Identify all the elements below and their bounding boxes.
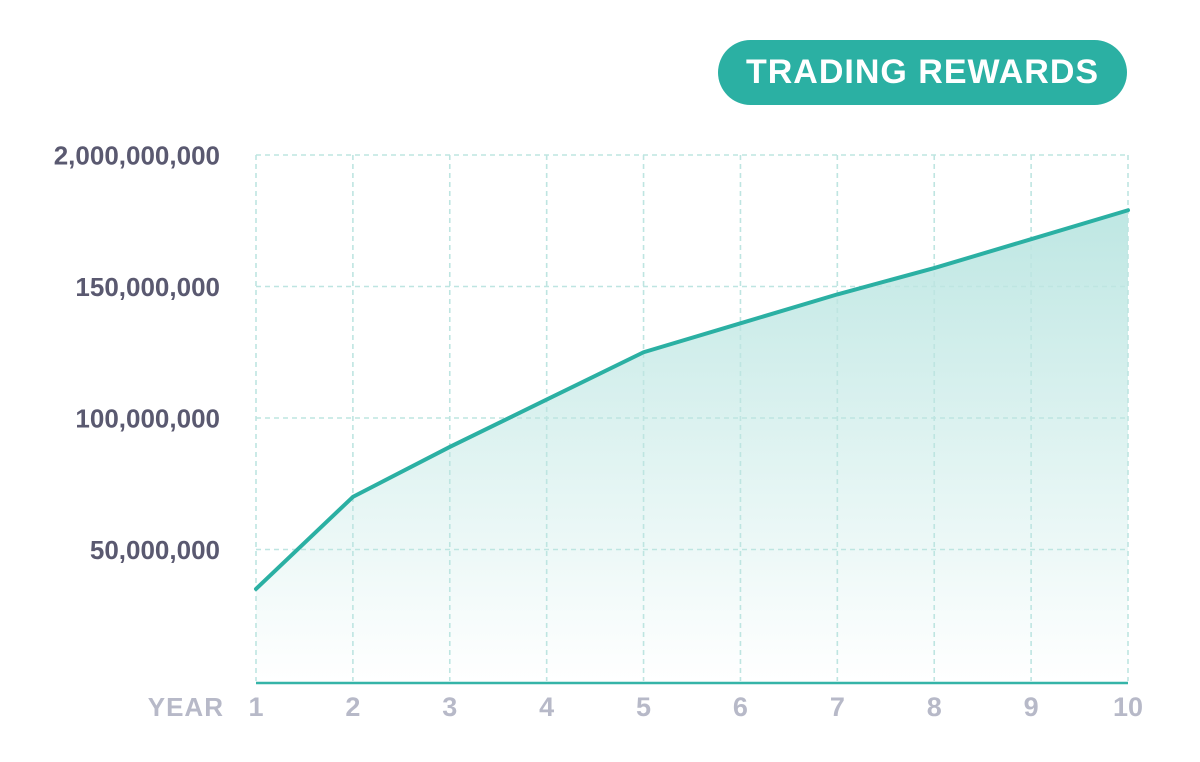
y-tick-label: 100,000,000 xyxy=(75,404,220,434)
x-tick-label: 9 xyxy=(1024,692,1039,722)
x-tick-label: 8 xyxy=(927,692,942,722)
area-fill xyxy=(256,210,1128,682)
y-tick-label: 150,000,000 xyxy=(75,272,220,302)
x-tick-label: 4 xyxy=(539,692,554,722)
trading-rewards-badge: TRADING REWARDS xyxy=(718,40,1127,105)
badge-label: TRADING REWARDS xyxy=(745,53,1100,91)
y-tick-label: 2,000,000,000 xyxy=(54,141,220,171)
x-axis-title: YEAR xyxy=(148,692,224,722)
x-tick-label: 2 xyxy=(345,692,360,722)
x-tick-label: 3 xyxy=(442,692,457,722)
x-tick-label: 5 xyxy=(636,692,651,722)
data-line xyxy=(254,208,1130,591)
x-tick-label: 10 xyxy=(1113,692,1143,722)
x-tick-label: 1 xyxy=(248,692,263,722)
x-tick-label: 7 xyxy=(830,692,845,722)
x-tick-label: 6 xyxy=(733,692,748,722)
y-tick-label: 50,000,000 xyxy=(90,535,220,565)
